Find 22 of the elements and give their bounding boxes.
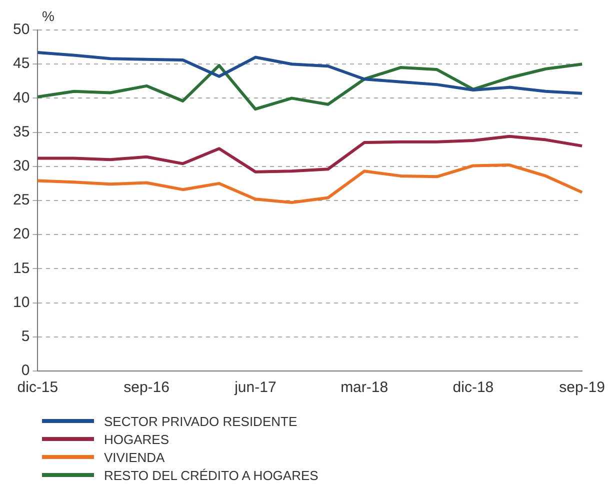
x-tick-label: jun-17 — [234, 379, 276, 396]
y-tick-label: 30 — [12, 158, 30, 175]
x-tick-label: sep-19 — [559, 379, 606, 396]
y-tick-label: 15 — [12, 260, 30, 277]
y-tick-label: 25 — [12, 192, 30, 209]
legend-label: HOGARES — [104, 432, 170, 446]
legend-label: RESTO DEL CRÉDITO A HOGARES — [104, 468, 318, 482]
x-tick-label: dic-18 — [452, 379, 494, 396]
y-tick-label: 45 — [12, 55, 30, 72]
y-tick-label: 50 — [12, 21, 30, 38]
y-tick-label: 5 — [21, 328, 30, 346]
y-tick-label: 0 — [21, 362, 30, 380]
y-axis-title: % — [42, 8, 54, 24]
x-tick-label: mar-18 — [340, 379, 388, 396]
y-tick-label: 40 — [12, 89, 30, 106]
x-tick-label: dic-15 — [17, 379, 58, 396]
legend-label: VIVIENDA — [104, 450, 165, 464]
x-tick-label: sep-16 — [124, 379, 170, 396]
y-tick-label: 35 — [12, 123, 30, 140]
y-tick-label: 10 — [12, 294, 30, 311]
legend-label: SECTOR PRIVADO RESIDENTE — [104, 414, 298, 428]
y-tick-label: 20 — [12, 226, 30, 243]
